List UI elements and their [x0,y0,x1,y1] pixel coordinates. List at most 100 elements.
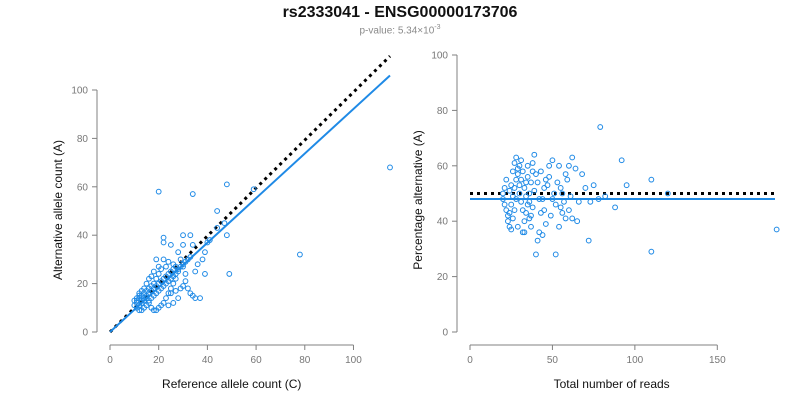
plot2-data-point [500,190,506,197]
plot2-data-point [539,196,546,202]
plot2-data-point [519,207,526,214]
plot2-data-point [574,218,581,225]
plot2-data-point [536,196,543,202]
plot1-data-point [143,280,150,287]
plot1-y-tick-label: 60 [77,182,89,193]
plot1-data-point [146,275,152,282]
plot2-data-point [501,201,508,208]
plot2-data-point [508,201,515,208]
plot1-data-point [223,181,230,188]
plot2-data-point [564,176,571,183]
plot2-data-point [549,157,556,164]
plot1-data-point [180,241,186,248]
plot2-data-point [534,179,541,186]
plot1-data-point [172,287,179,294]
plot1-y-axis-label: Alternative allele count (A) [51,140,65,280]
plot2-y-tick-label: 0 [442,328,448,339]
plot2-y-tick-label: 20 [437,272,449,283]
plot1-data-point [202,249,208,256]
plot2-data-point [551,190,557,197]
plot1-data-point [214,225,221,231]
plot1-data-point [187,254,194,260]
plot2-data-point [531,151,538,158]
plot1-data-point [194,261,201,268]
plot2-data-point [529,160,536,166]
plot2-data-point [514,165,521,172]
plot1-data-point [185,285,191,292]
plot2-data-point [508,182,515,189]
plot1-data-point [167,290,174,297]
chart-title: rs2333041 - ENSG00000173706 [282,4,518,21]
plot1-data-point [165,258,172,265]
plot2-data-point [524,162,531,169]
plot2-data-point [514,223,521,230]
plot2-data-point [536,229,543,236]
plot2-data-point [554,179,561,186]
plot2-data-point [582,185,589,191]
plot1-data-point [160,239,167,246]
plot1-data-point [192,268,199,275]
plot2-data-point [541,207,548,214]
plot1-x-axis-label: Reference allele count (C) [162,377,301,391]
plot2-data-point [506,187,513,194]
plot1-data-point [226,271,233,277]
plot2-data-point [562,215,569,222]
plot2-data-point [513,154,520,161]
plot1-data-point [153,256,160,263]
plot1-data-point [204,239,211,246]
chart-subtitle: p-value: 5.34×10-3 [0,24,800,36]
plot1-data-point [153,307,160,314]
plot2-data-point [561,198,567,205]
plot2-data-point [590,182,597,189]
plot2-data-point [513,176,520,183]
plot1-data-point [387,164,393,171]
plot2-y-tick-label: 100 [431,51,448,62]
plot2-data-point [521,229,528,236]
plot2-data-point [503,176,510,183]
plot2-data-point [648,248,655,255]
plot1-data-point [180,283,186,289]
plot1-data-point [165,290,172,297]
p-value-label: p-value: 5.34×10 [359,25,435,37]
plot2-data-point [501,185,508,191]
plot1-data-point [177,256,184,263]
plot1-data-point [170,280,177,287]
plot2-data-point [595,196,602,202]
plot1-data-point [150,268,157,275]
plot1-data-point [182,271,189,277]
plot2-x-tick-label: 150 [709,355,726,366]
plot1-data-point [175,295,182,302]
plot2-data-point [542,221,549,227]
plot1-data-point [199,256,206,263]
plot2-data-point [523,193,529,200]
plot2-data-point [514,171,521,178]
plot2-data-point [521,185,528,191]
plot1-data-point [170,261,177,268]
plot2-data-point [523,209,529,216]
plot2-data-point [503,207,510,214]
plot1-x-tick-label: 20 [153,355,165,366]
plot2-data-point [516,182,523,189]
plot1-data-point [187,232,194,239]
plot1-x-tick-label: 80 [299,355,311,366]
plot1-data-point [175,249,182,256]
plot2-data-point [559,209,566,216]
plot1-data-point [158,266,165,272]
plot1-data-point [163,263,169,270]
plot2-data-point [521,218,528,225]
plot2-data-point [602,193,609,200]
plot2-data-point [518,198,525,205]
plot1-x-tick-label: 0 [107,355,113,366]
plot2-data-point [569,215,576,222]
plot1-data-point [197,295,203,302]
plot1-x-tick-label: 60 [251,355,263,366]
plot1-data-point [202,271,208,277]
plot2-data-point [537,209,544,216]
plot1-data-point [221,220,228,227]
plot1-data-point [192,295,199,302]
plot2-data-point [509,193,516,200]
plot2-data-point [519,168,526,175]
plot1-data-point [155,188,162,195]
plot1-data-point [167,241,174,248]
